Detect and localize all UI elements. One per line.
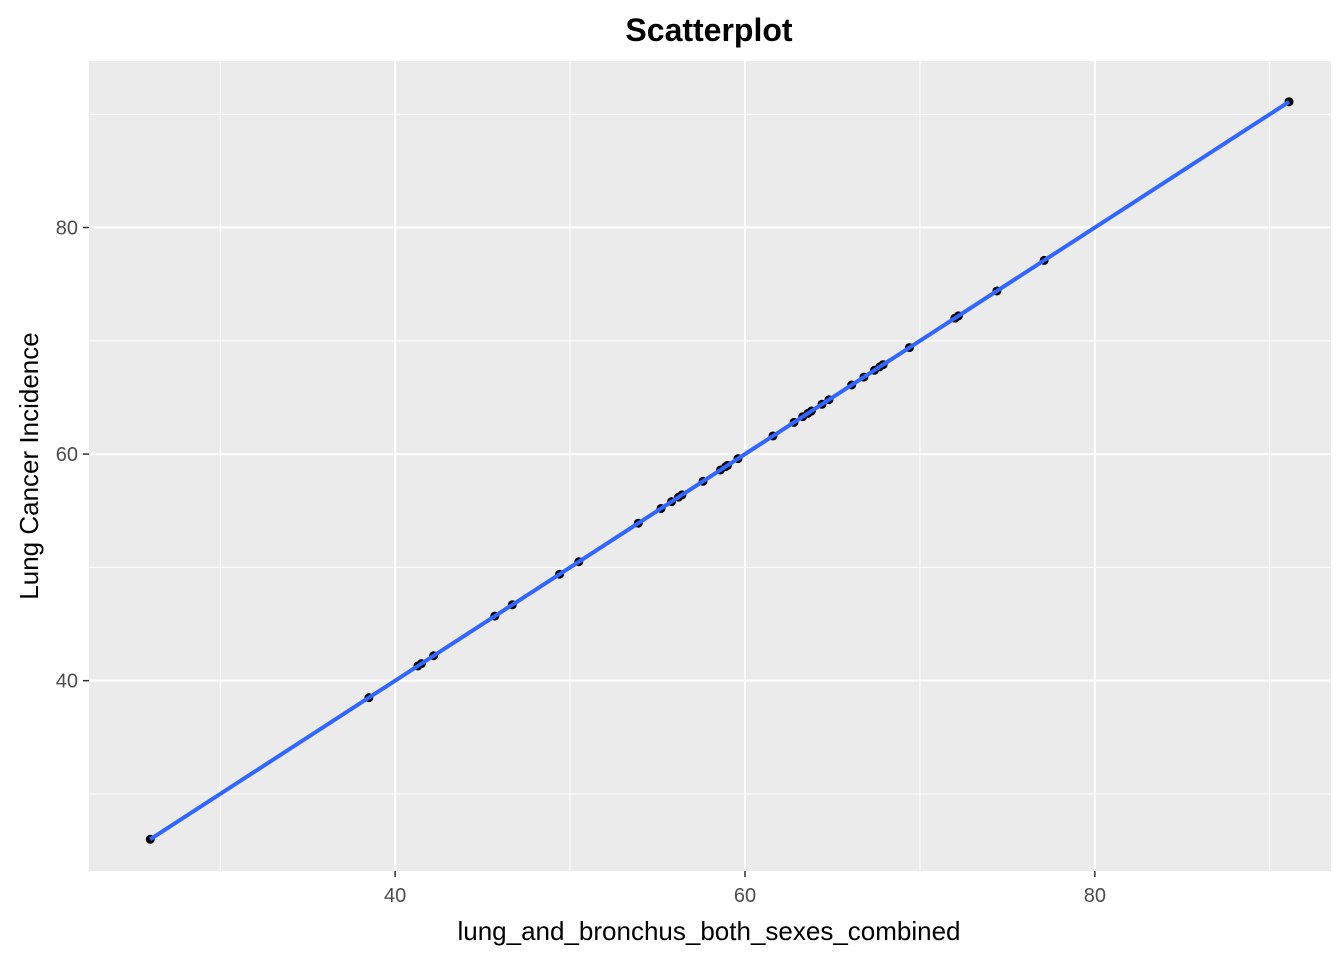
y-tick-label: 40 — [56, 671, 78, 693]
x-tick-label: 80 — [1084, 885, 1106, 907]
y-axis-title: Lung Cancer Incidence — [14, 332, 44, 599]
x-tick-label: 60 — [734, 885, 756, 907]
minor-gridlines — [89, 61, 1331, 871]
chart-title: Scatterplot — [625, 12, 792, 48]
x-axis: 40 60 80 — [384, 871, 1106, 907]
x-axis-title: lung_and_bronchus_both_sexes_combined — [457, 916, 960, 946]
plot-panel — [89, 61, 1331, 871]
major-gridlines — [89, 61, 1331, 871]
x-tick-label: 40 — [384, 885, 406, 907]
y-tick-label: 80 — [56, 218, 78, 240]
fit-line — [149, 100, 1291, 841]
y-axis: 40 60 80 — [56, 218, 89, 693]
y-tick-label: 60 — [56, 444, 78, 466]
fit-line-group — [149, 100, 1291, 841]
